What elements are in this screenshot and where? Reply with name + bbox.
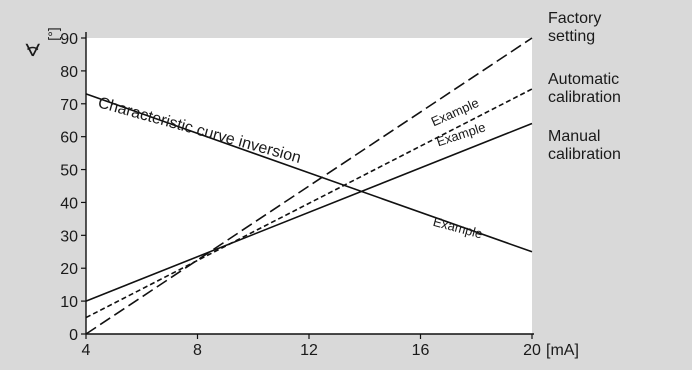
y-tick-label: 50 [60, 163, 78, 180]
legend-factory-setting: Factory [548, 10, 601, 27]
legend-automatic-calibration: calibration [548, 89, 621, 106]
y-tick-label: 70 [60, 97, 78, 114]
series-line-factory-setting [85, 37, 533, 335]
y-axis-symbol: ∢ [23, 42, 45, 59]
y-tick-label: 30 [60, 228, 78, 245]
legend-manual-calibration: calibration [548, 146, 621, 163]
legend-layer: FactorysettingAutomaticcalibrationManual… [548, 10, 621, 163]
y-tick-label: 80 [60, 64, 78, 81]
series-line-automatic-calibration [85, 88, 533, 319]
series-line-characteristic-curve-inversion [85, 93, 533, 253]
y-tick-label: 0 [69, 327, 78, 344]
legend-factory-setting: setting [548, 28, 595, 45]
y-tick-label: 40 [60, 195, 78, 212]
x-tick-label: 20 [523, 342, 541, 359]
y-tick-label: 60 [60, 130, 78, 147]
y-axis-unit: [°] [45, 27, 61, 40]
series-line-manual-calibration [85, 122, 533, 302]
x-tick-label: 4 [82, 342, 91, 359]
plot-area [86, 38, 532, 334]
y-tick-label: 20 [60, 261, 78, 278]
x-tick-label: 8 [193, 342, 202, 359]
x-tick-label: 12 [300, 342, 318, 359]
legend-manual-calibration: Manual [548, 128, 600, 145]
x-axis-label: [mA] [546, 342, 579, 359]
legend-automatic-calibration: Automatic [548, 71, 619, 88]
axes-layer: 0 10 20 30 40 50 60 70 80 90 4 8 12 16 20 [mA] ∢[°] [23, 27, 579, 359]
y-tick-label: 10 [60, 294, 78, 311]
y-tick-label: 90 [60, 31, 78, 48]
series-layer [85, 37, 533, 335]
x-tick-label: 16 [412, 342, 430, 359]
